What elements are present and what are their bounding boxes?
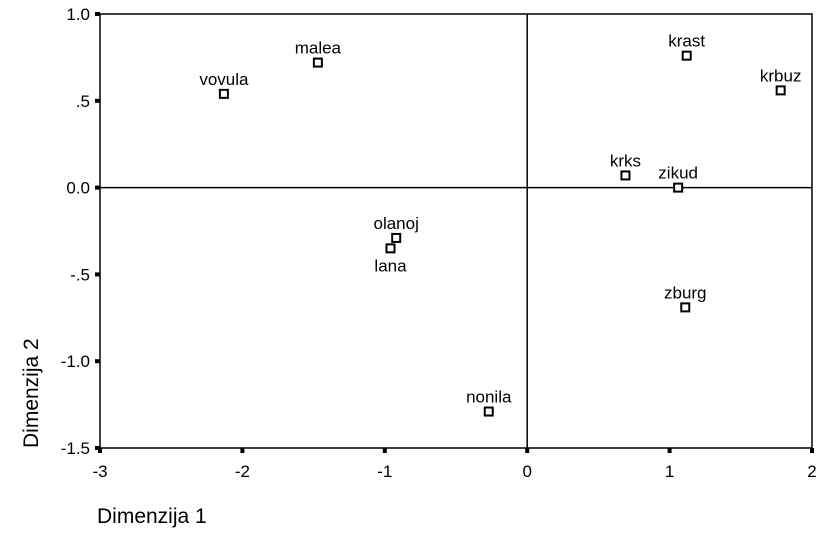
data-point: [620, 170, 631, 181]
plot-frame: [99, 13, 813, 449]
x-tick-label: 0: [522, 462, 531, 481]
y-tick-label: -1.5: [61, 439, 90, 458]
y-tick-label: .5: [76, 92, 90, 111]
x-tick-label: 1: [665, 462, 674, 481]
data-point: [680, 302, 691, 313]
y-tick-label: 0.0: [66, 179, 90, 198]
point-label: zburg: [664, 283, 707, 302]
data-point: [673, 182, 684, 193]
point-label: zikud: [658, 164, 698, 183]
data-point: [391, 232, 402, 243]
data-point: [218, 88, 229, 99]
point-label: krast: [668, 32, 705, 51]
point-label: krks: [610, 151, 641, 170]
data-point: [483, 406, 494, 417]
y-tick-label: -.5: [70, 265, 90, 284]
x-tick-label: -1: [377, 462, 392, 481]
point-label: olanoj: [374, 214, 419, 233]
x-tick-label: -2: [235, 462, 250, 481]
x-tick-label: 2: [807, 462, 816, 481]
data-point: [312, 57, 323, 68]
y-tick-label: 1.0: [66, 5, 90, 24]
axes-layer: -3 -2 -1 0 1 2 1.0 .5 0.0 -.5 -1.0 -1.5: [61, 5, 817, 481]
point-label: lana: [374, 256, 407, 275]
point-label: nonila: [466, 388, 512, 407]
y-axis-title: Dimenzija 2: [20, 338, 43, 448]
data-point: [385, 243, 396, 254]
y-tick-label: -1.0: [61, 352, 90, 371]
data-point: [681, 50, 692, 61]
points-layer: malea vovula krast krbuz krks zikud olanoj lana…: [199, 32, 802, 417]
data-point: [775, 85, 786, 96]
x-axis-title: Dimenzija 1: [97, 505, 207, 528]
point-label: malea: [295, 39, 342, 58]
point-label: vovula: [199, 70, 249, 89]
x-tick-label: -3: [92, 462, 107, 481]
point-label: krbuz: [760, 66, 802, 85]
